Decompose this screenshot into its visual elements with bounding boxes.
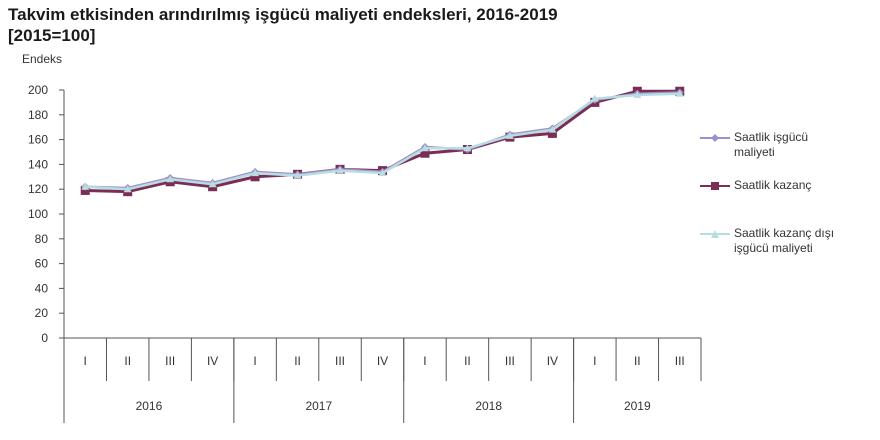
triangle-marker-icon (700, 226, 730, 240)
x-group-label: 2018 (475, 399, 502, 413)
x-tick-label: II (464, 354, 471, 368)
x-tick-label: IV (547, 354, 558, 368)
x-tick-label: III (675, 354, 685, 368)
data-point (548, 125, 557, 133)
legend-label: Saatlik kazanç dışı (734, 226, 835, 240)
data-point (378, 169, 387, 177)
data-point (208, 180, 217, 188)
diamond-marker-icon (700, 130, 730, 144)
legend-label: maliyeti (734, 145, 775, 159)
y-tick-label: 0 (41, 331, 48, 345)
data-point (420, 144, 429, 152)
data-point (293, 171, 302, 179)
x-tick-label: III (505, 354, 515, 368)
x-tick-label: I (593, 354, 596, 368)
y-tick-label: 180 (28, 108, 48, 122)
y-tick-label: 160 (28, 133, 48, 147)
x-tick-label: II (124, 354, 131, 368)
legend-label: Saatlik kazanç (734, 178, 812, 192)
x-tick-label: I (84, 354, 87, 368)
x-tick-label: II (634, 354, 641, 368)
y-tick-label: 60 (35, 257, 49, 271)
legend-label: Saatlik işgücü (734, 130, 809, 144)
data-point (590, 94, 599, 102)
x-tick-label: IV (377, 354, 388, 368)
y-tick-label: 80 (35, 232, 49, 246)
legend-item-hourly-earnings: Saatlik kazanç (700, 178, 874, 193)
x-tick-label: III (165, 354, 175, 368)
data-point (251, 169, 260, 177)
data-point (463, 144, 472, 152)
data-point (336, 166, 345, 174)
legend-item-non-wage-labour-cost: Saatlik kazanç dışı işgücü maliyeti (700, 226, 874, 256)
y-tick-label: 120 (28, 182, 48, 196)
x-tick-label: I (423, 354, 426, 368)
x-tick-label: I (253, 354, 256, 368)
chart-title: Takvim etkisinden arındırılmış işgücü ma… (8, 4, 558, 46)
data-point (547, 128, 557, 138)
x-tick-label: IV (207, 354, 218, 368)
y-tick-label: 140 (28, 157, 48, 171)
data-point (420, 148, 430, 158)
y-tick-label: 40 (35, 281, 49, 295)
x-tick-label: II (294, 354, 301, 368)
chart-title-line1: Takvim etkisinden arındırılmış işgücü ma… (8, 5, 558, 24)
square-marker-icon (700, 178, 730, 192)
y-tick-label: 100 (28, 207, 48, 221)
chart-title-line2: [2015=100] (8, 26, 96, 45)
data-point (633, 90, 642, 98)
data-point (123, 185, 132, 193)
data-point (505, 131, 514, 139)
data-point (250, 172, 260, 182)
data-point (81, 182, 90, 190)
x-group-label: 2016 (136, 399, 163, 413)
legend-item-hourly-labour-cost: Saatlik işgücü maliyeti (700, 130, 874, 160)
y-tick-label: 20 (35, 306, 49, 320)
y-axis-label: Endeks (22, 52, 63, 66)
x-group-label: 2017 (305, 399, 332, 413)
data-point (675, 89, 684, 97)
x-tick-label: III (335, 354, 345, 368)
legend-label: işgücü maliyeti (734, 241, 813, 255)
y-tick-label: 200 (28, 83, 48, 97)
data-point (166, 175, 175, 183)
x-group-label: 2019 (624, 399, 651, 413)
